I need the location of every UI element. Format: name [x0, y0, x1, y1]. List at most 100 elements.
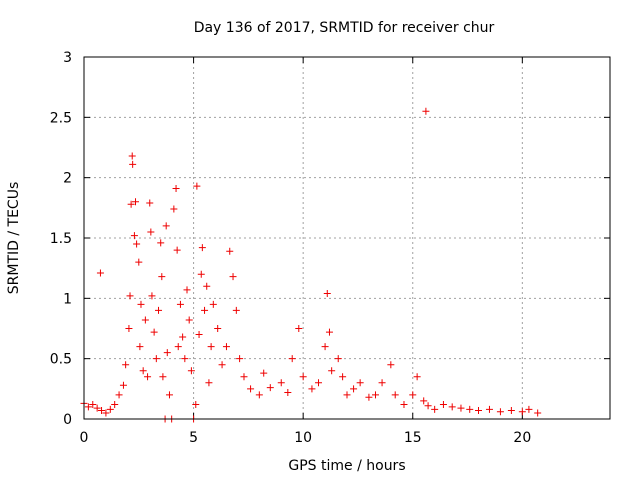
- data-point: [115, 391, 123, 399]
- data-point: [163, 349, 171, 357]
- data-point: [126, 292, 134, 300]
- y-tick-label: 2.5: [50, 110, 72, 126]
- data-point: [137, 300, 145, 308]
- data-point: [139, 367, 147, 375]
- data-point: [133, 240, 141, 248]
- data-point: [288, 355, 296, 363]
- data-point: [155, 306, 163, 314]
- data-point: [127, 200, 135, 208]
- data-point: [496, 408, 504, 416]
- data-point: [315, 379, 323, 387]
- data-point: [295, 325, 303, 332]
- data-point: [201, 306, 209, 314]
- y-tick-label: 0.5: [50, 352, 72, 368]
- data-point: [207, 343, 215, 351]
- data-point: [158, 273, 166, 281]
- y-tick-label: 1.5: [50, 231, 72, 247]
- data-point: [173, 246, 181, 254]
- x-tick-label: 0: [80, 430, 89, 446]
- data-point: [277, 379, 285, 387]
- data-points: [80, 107, 542, 423]
- data-point: [157, 239, 165, 247]
- data-point: [420, 397, 428, 405]
- data-point: [162, 222, 170, 230]
- data-point: [222, 343, 230, 351]
- data-point: [339, 373, 347, 381]
- data-point: [152, 355, 160, 363]
- data-point: [128, 152, 136, 160]
- data-point: [507, 407, 515, 415]
- y-axis-label: SRMTID / TECUs: [6, 182, 22, 295]
- data-point: [198, 244, 206, 252]
- data-point: [466, 405, 474, 413]
- data-point: [475, 407, 482, 415]
- chart-title: Day 136 of 2017, SRMTID for receiver chu…: [194, 20, 495, 36]
- data-point: [371, 391, 379, 399]
- data-point: [424, 402, 432, 410]
- data-point: [135, 258, 143, 266]
- data-point: [195, 331, 203, 339]
- data-point: [422, 107, 430, 115]
- x-axis-label: GPS time / hours: [288, 458, 405, 474]
- data-point: [378, 379, 386, 387]
- data-point: [323, 290, 331, 298]
- data-point: [93, 404, 101, 412]
- data-point: [84, 403, 92, 411]
- data-point: [146, 199, 154, 207]
- data-point: [98, 407, 106, 415]
- plot-frame: [83, 56, 611, 420]
- data-point: [266, 384, 274, 392]
- data-point: [439, 401, 447, 409]
- y-tick-label: 0: [63, 412, 72, 428]
- data-point: [89, 401, 97, 409]
- data-point: [122, 361, 130, 369]
- data-point: [534, 409, 542, 417]
- data-point: [111, 401, 119, 409]
- data-point: [172, 185, 180, 193]
- data-point: [387, 361, 395, 369]
- data-point: [214, 325, 222, 332]
- data-point: [284, 388, 292, 396]
- x-tick-label: 10: [294, 430, 312, 446]
- data-point: [255, 391, 263, 399]
- data-point: [334, 355, 342, 363]
- data-point: [176, 300, 184, 308]
- data-point: [356, 379, 364, 387]
- data-point: [232, 306, 240, 314]
- data-point: [321, 343, 329, 351]
- data-point: [125, 325, 133, 332]
- data-point: [147, 228, 155, 236]
- data-point: [183, 286, 191, 294]
- data-point: [325, 328, 333, 336]
- data-point: [136, 343, 144, 351]
- x-tick-label: 5: [189, 430, 198, 446]
- data-point: [159, 373, 167, 381]
- data-point: [308, 385, 316, 393]
- data-point: [106, 405, 114, 413]
- data-point: [205, 379, 213, 387]
- data-point: [400, 401, 408, 409]
- data-point: [170, 205, 178, 213]
- y-tick-label: 3: [63, 50, 72, 66]
- data-point: [343, 391, 351, 399]
- data-point: [102, 409, 110, 417]
- data-point: [144, 373, 152, 381]
- data-point: [299, 373, 307, 381]
- data-point: [525, 405, 533, 413]
- data-point: [485, 405, 493, 413]
- data-point: [203, 282, 211, 290]
- data-point: [141, 316, 149, 324]
- data-point: [187, 367, 195, 375]
- data-point: [209, 300, 217, 308]
- data-point: [179, 333, 187, 341]
- data-point: [350, 385, 358, 393]
- data-point: [236, 355, 244, 363]
- data-point: [365, 393, 373, 401]
- x-tick-label: 15: [404, 430, 422, 446]
- data-point: [328, 367, 336, 375]
- data-point: [193, 182, 201, 190]
- data-point: [431, 405, 439, 413]
- data-point: [413, 373, 421, 381]
